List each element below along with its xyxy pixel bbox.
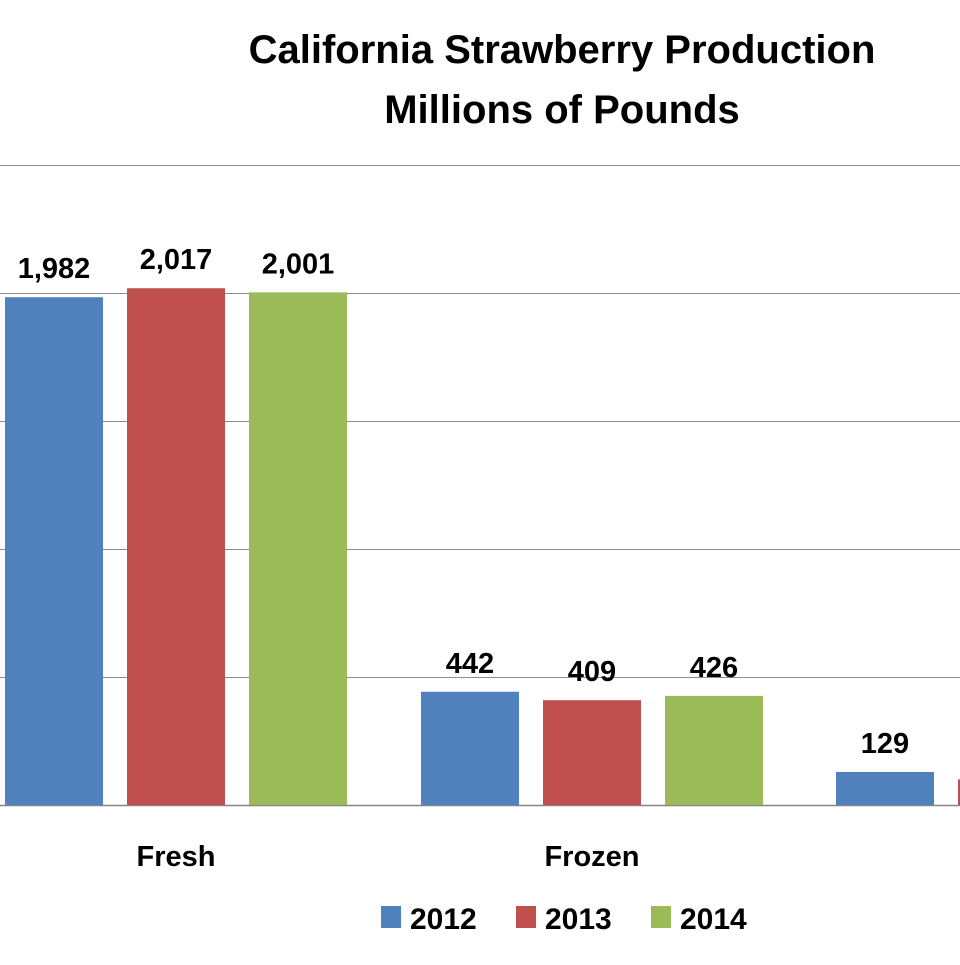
category-labels: Fresh Frozen (137, 841, 640, 873)
legend-swatch (381, 906, 401, 928)
legend-label: 2012 (410, 903, 477, 936)
bar-2012-group-3 (836, 771, 934, 805)
bar-2013-frozen (543, 700, 641, 805)
legend-label: 2013 (545, 903, 612, 936)
bar-2012-frozen (421, 691, 519, 805)
data-label: 442 (446, 648, 494, 680)
chart-title-line-2: Millions of Pounds (384, 88, 740, 132)
bar-2012-fresh (5, 297, 103, 805)
bar-2013-group-3 (958, 779, 960, 805)
legend-swatch (651, 906, 671, 928)
chart-title-line-1: California Strawberry Production (249, 28, 876, 72)
bar-2013-fresh (127, 288, 225, 805)
category-label: Fresh (137, 841, 216, 873)
bar-2014-fresh (249, 292, 347, 805)
bar-2014-frozen (665, 695, 763, 805)
data-label: 426 (690, 652, 738, 684)
legend: 2012 2013 2014 (381, 903, 747, 936)
data-label: 409 (568, 656, 616, 688)
legend-swatch (516, 906, 536, 928)
data-labels: 1,982 2,017 2,001 442 409 426 129 (18, 244, 909, 760)
bars (5, 288, 960, 805)
category-label: Frozen (544, 841, 639, 873)
legend-label: 2014 (680, 903, 747, 936)
data-label: 2,001 (262, 248, 335, 280)
data-label: 1,982 (18, 253, 91, 285)
data-label: 129 (861, 728, 909, 760)
data-label: 2,017 (140, 244, 213, 276)
